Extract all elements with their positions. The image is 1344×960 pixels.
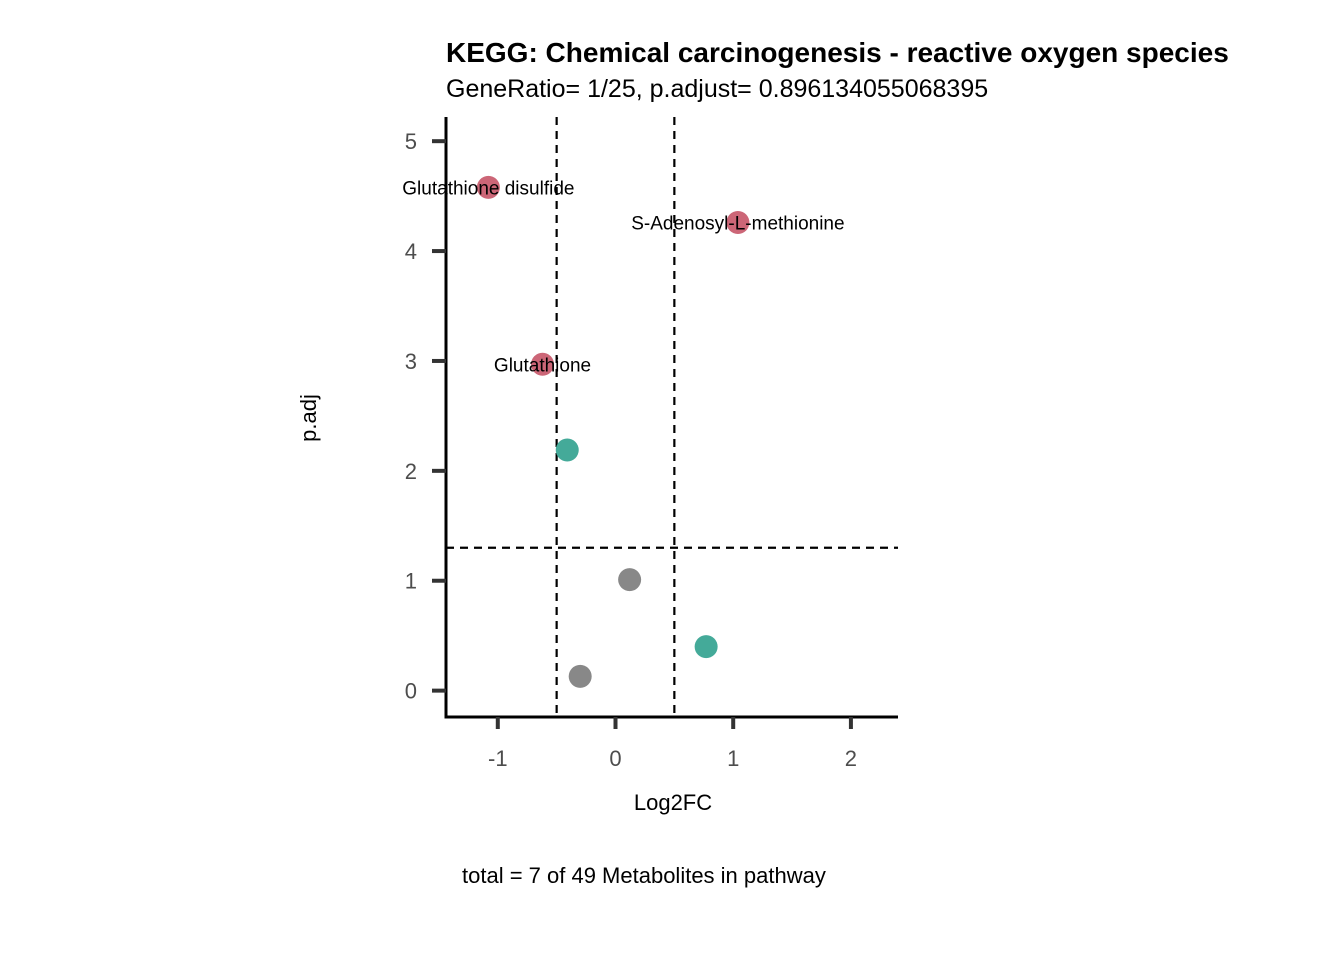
y-axis-label: p.adj [296, 394, 321, 442]
x-tick-label: 2 [845, 746, 857, 771]
data-point-significant [476, 175, 500, 199]
data-point-ns [568, 664, 592, 688]
y-tick-label: 2 [405, 459, 417, 484]
data-point-fc_only [555, 438, 579, 462]
data-point-significant [531, 352, 555, 376]
chart-title: KEGG: Chemical carcinogenesis - reactive… [446, 37, 1229, 68]
point-label: Glutathione disulfide [402, 178, 574, 199]
x-tick-label: 1 [727, 746, 739, 771]
data-point-significant [726, 210, 750, 234]
chart-subtitle: GeneRatio= 1/25, p.adjust= 0.89613405506… [446, 75, 988, 103]
y-tick-label: 1 [405, 569, 417, 594]
x-tick-label: 0 [609, 746, 621, 771]
point-label: Glutathione [494, 355, 591, 376]
data-point-ns [618, 568, 642, 592]
chart-caption: total = 7 of 49 Metabolites in pathway [462, 863, 826, 888]
point-label: S-Adenosyl-L-methionine [631, 213, 844, 234]
y-tick-label: 0 [405, 679, 417, 704]
y-tick-label: 5 [405, 129, 417, 154]
y-tick-label: 4 [405, 239, 417, 264]
data-point-fc_only [694, 635, 718, 659]
x-tick-label: -1 [488, 746, 508, 771]
y-tick-label: 3 [405, 349, 417, 374]
x-axis-label: Log2FC [634, 790, 712, 815]
